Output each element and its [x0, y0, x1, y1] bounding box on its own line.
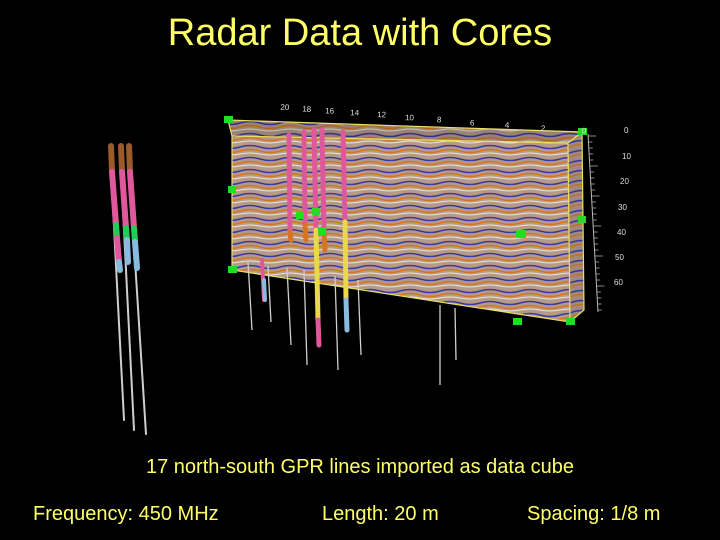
- slide-title: Radar Data with Cores: [167, 12, 553, 54]
- depth-tick: 10: [622, 152, 631, 161]
- top-tick: 14: [350, 108, 360, 117]
- top-tick: 8: [437, 115, 442, 124]
- top-tick: 2: [541, 124, 546, 133]
- top-tick: 18: [302, 105, 312, 114]
- top-tick: 6: [470, 118, 475, 127]
- spacing-label: Spacing: 1/8 m: [527, 503, 661, 525]
- corner-markers: [224, 116, 587, 325]
- depth-tick: 50: [615, 253, 624, 262]
- frequency-label: Frequency: 450 MHz: [33, 503, 219, 525]
- length-label: Length: 20 m: [322, 503, 439, 525]
- top-tick: 4: [505, 121, 510, 130]
- depth-tick: 30: [618, 203, 627, 212]
- cube-side-face: [568, 132, 584, 322]
- support-poles: [247, 261, 457, 385]
- left-cores: [108, 143, 147, 435]
- top-tick: 12: [377, 110, 387, 119]
- top-axis: 20 18 16 14 12 10 8 6 4 2 0: [280, 103, 587, 136]
- top-tick: 0: [582, 126, 587, 135]
- depth-tick: 60: [614, 278, 623, 287]
- cube-front-face: [232, 136, 570, 322]
- depth-tick: 0: [624, 126, 629, 135]
- top-tick: 16: [325, 106, 335, 115]
- depth-tick: 40: [617, 228, 626, 237]
- depth-tick: 20: [620, 177, 629, 186]
- depth-axis: 0 10 20 30 40 50 60: [587, 126, 631, 313]
- top-tick: 10: [405, 113, 415, 122]
- cube-cores: [260, 127, 350, 348]
- figure-caption: 17 north-south GPR lines imported as dat…: [145, 456, 575, 478]
- top-tick: 20: [280, 103, 290, 112]
